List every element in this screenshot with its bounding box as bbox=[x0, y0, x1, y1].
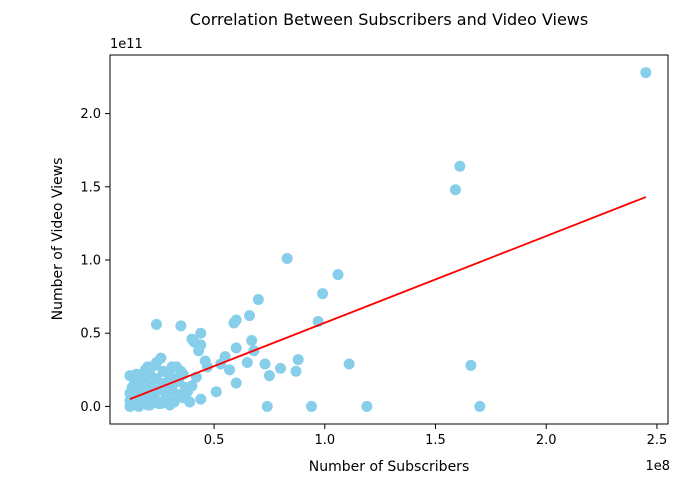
data-point-10 bbox=[306, 400, 317, 412]
x-tick-label: 2.5 bbox=[647, 433, 668, 448]
data-point-4 bbox=[474, 400, 486, 412]
x-tick-label: 1.5 bbox=[425, 433, 446, 448]
data-point-22 bbox=[241, 357, 253, 368]
data-point-33 bbox=[195, 327, 207, 339]
data-point-86 bbox=[179, 381, 191, 393]
data-point-17 bbox=[259, 358, 271, 370]
data-point-98 bbox=[131, 368, 143, 380]
data-point-1 bbox=[454, 160, 466, 172]
data-point-8 bbox=[317, 288, 329, 300]
data-point-12 bbox=[292, 354, 304, 366]
data-point-19 bbox=[244, 310, 255, 322]
y-tick-label: 1.5 bbox=[80, 180, 101, 195]
y-tick-label: 2.0 bbox=[80, 107, 101, 122]
data-point-96 bbox=[151, 357, 162, 368]
data-point-35 bbox=[193, 345, 205, 357]
y-tick-label: 0.5 bbox=[80, 327, 101, 342]
data-point-16 bbox=[263, 370, 275, 382]
x-tick-label: 1.0 bbox=[314, 433, 335, 448]
data-point-24 bbox=[228, 317, 240, 329]
data-point-5 bbox=[361, 400, 373, 412]
data-point-11 bbox=[281, 253, 293, 265]
data-point-90 bbox=[146, 390, 158, 402]
data-point-95 bbox=[175, 365, 187, 377]
data-point-2 bbox=[449, 184, 461, 196]
x-tick-label: 2.0 bbox=[536, 433, 557, 448]
trend-line bbox=[129, 196, 647, 400]
data-point-7 bbox=[343, 358, 355, 370]
axis-ticks: 0.5 1.0 1.5 2.0 2.5 0.0 0.5 1.0 1.5 2.0 bbox=[80, 107, 667, 448]
chart-title: Correlation Between Subscribers and Vide… bbox=[190, 10, 588, 29]
data-point-15 bbox=[261, 400, 273, 412]
data-point-87 bbox=[184, 396, 196, 408]
data-point-89 bbox=[153, 398, 165, 409]
data-point-27 bbox=[224, 364, 236, 376]
data-point-97 bbox=[142, 361, 154, 373]
plot-area bbox=[124, 67, 652, 412]
data-point-32 bbox=[199, 355, 211, 367]
x-tick-label: 0.5 bbox=[204, 433, 225, 448]
data-point-3 bbox=[465, 359, 477, 371]
x-axis-offset-label: 1e8 bbox=[645, 459, 670, 474]
data-point-80 bbox=[124, 387, 136, 399]
data-point-91 bbox=[142, 399, 154, 411]
data-point-94 bbox=[166, 361, 178, 373]
data-point-18 bbox=[252, 294, 264, 306]
data-point-85 bbox=[173, 389, 185, 401]
y-tick-label: 0.0 bbox=[80, 400, 101, 415]
x-axis-label: Number of Subscribers bbox=[309, 459, 469, 475]
data-point-40 bbox=[195, 393, 207, 405]
data-point-20 bbox=[246, 335, 258, 347]
data-point-25 bbox=[230, 342, 242, 354]
data-point-83 bbox=[164, 399, 176, 411]
y-tick-label: 1.0 bbox=[80, 254, 101, 269]
data-point-13 bbox=[290, 365, 302, 377]
data-point-6 bbox=[332, 269, 344, 281]
data-point-26 bbox=[230, 377, 242, 389]
data-point-30 bbox=[210, 386, 222, 398]
plot-frame bbox=[109, 54, 669, 425]
y-axis-offset-label: 1e11 bbox=[110, 37, 143, 52]
data-point-14 bbox=[275, 362, 286, 374]
data-point-0 bbox=[640, 67, 652, 79]
y-axis-label: Number of Video Views bbox=[50, 158, 66, 321]
data-point-37 bbox=[186, 333, 198, 345]
data-point-38 bbox=[175, 320, 187, 332]
data-point-39 bbox=[151, 318, 162, 330]
